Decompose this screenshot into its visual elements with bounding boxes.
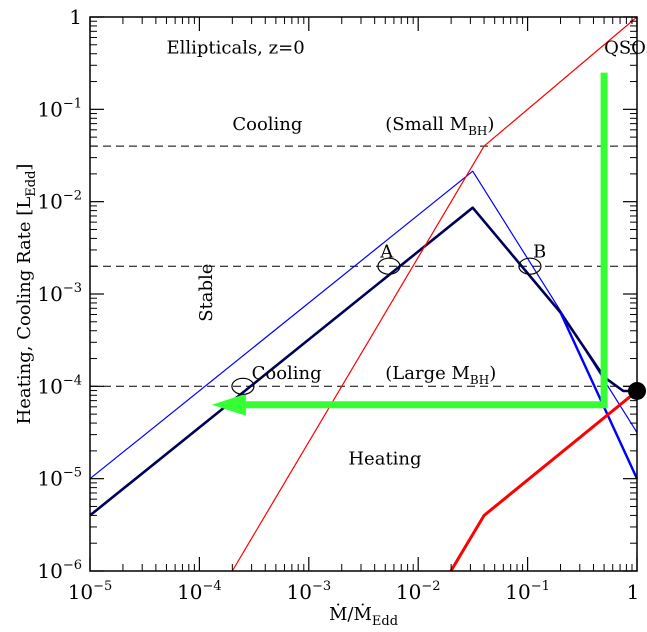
- x-tick-label-exponent: −4: [203, 579, 222, 594]
- y-tick-label-base: 10: [37, 467, 62, 491]
- x-axis-label: Ṁ/ṀEdd: [329, 602, 398, 629]
- y-tick-label: 10−2: [37, 189, 82, 214]
- y-tick-label-exponent: −2: [63, 189, 82, 204]
- x-tick-label: 1: [627, 580, 640, 604]
- y-tick-label-base: 1: [69, 5, 82, 29]
- x-tick-label-base: 10: [68, 580, 93, 604]
- y-tick-label: 10−1: [37, 96, 82, 121]
- annotation: Stable: [196, 264, 217, 322]
- x-tick-label-base: 1: [627, 580, 640, 604]
- x-tick-label-base: 10: [177, 580, 202, 604]
- annotation: QSOs: [604, 38, 647, 59]
- x-tick-label: 10−3: [286, 579, 331, 604]
- x-tick-label-base: 10: [505, 580, 530, 604]
- y-tick-label: 1: [69, 5, 82, 29]
- annotation-text: A: [379, 241, 394, 262]
- annotation-text: Ellipticals, z=0: [166, 38, 304, 59]
- tick-layer: 10−5 10−4 10−3 10−2 10−1 110−610−510−410−310−…: [37, 5, 639, 604]
- annotation-text: (Large M: [385, 363, 470, 384]
- y-tick-label-exponent: −4: [63, 373, 82, 388]
- y-tick-label: 10−4: [37, 373, 82, 398]
- x-tick-label: 10−5: [68, 579, 113, 604]
- y-tick-label-base: 10: [37, 374, 62, 398]
- y-axis-label: Heating, Cooling Rate [LEdd]: [14, 164, 39, 425]
- state-marker: [377, 257, 401, 275]
- annotation-close: ): [489, 363, 496, 384]
- x-axis-label-main: Ṁ/Ṁ: [329, 602, 372, 625]
- annotation: (Large MBH): [385, 363, 496, 387]
- x-axis-label-sub: Edd: [372, 614, 398, 629]
- annotation: (Small MBH): [385, 114, 494, 138]
- reference-lines: [90, 145, 637, 387]
- x-tick-label-exponent: −5: [93, 579, 112, 594]
- annotation-layer: Ellipticals, z=0QSOsCooling(Small MBH)AB…: [166, 38, 647, 470]
- annotation-text: QSOs: [604, 38, 647, 59]
- y-tick-label-exponent: −5: [63, 466, 82, 481]
- series-line: [89, 170, 638, 480]
- y-tick-label: 10−5: [37, 466, 82, 491]
- annotation: Ellipticals, z=0: [166, 38, 304, 59]
- y-tick-label-exponent: −1: [63, 96, 82, 111]
- x-tick-label: 10−2: [396, 579, 441, 604]
- y-tick-label: 10−3: [37, 281, 82, 306]
- x-tick-label: 10−4: [177, 579, 222, 604]
- state-marker: [518, 257, 542, 275]
- series-layer: [89, 16, 639, 572]
- x-tick-label-exponent: −1: [531, 579, 550, 594]
- annotation-text: Cooling: [252, 363, 322, 384]
- y-tick-label-exponent: −3: [63, 281, 82, 296]
- annotation-subscript: BH: [468, 124, 487, 138]
- annotation-text: (Small M: [385, 114, 468, 135]
- x-tick-label-base: 10: [396, 580, 421, 604]
- annotation: Cooling: [252, 363, 322, 384]
- y-tick-label-base: 10: [37, 282, 62, 306]
- x-tick-label-base: 10: [286, 580, 311, 604]
- annotation: B: [533, 241, 546, 262]
- arrow-head: [211, 393, 246, 416]
- annotation-text: Stable: [196, 264, 217, 322]
- x-tick-label-exponent: −3: [312, 579, 331, 594]
- y-tick-label-base: 10: [37, 559, 62, 583]
- annotation-text: Heating: [348, 448, 421, 469]
- y-tick-label-base: 10: [37, 97, 62, 121]
- annotation-close: ): [487, 114, 494, 135]
- series-line: [231, 16, 638, 572]
- series-line: [89, 206, 637, 517]
- x-tick-label: 10−1: [505, 579, 550, 604]
- annotation: Heating: [348, 448, 421, 469]
- y-axis-label-sub: Edd: [24, 171, 39, 197]
- series-line: [559, 311, 639, 480]
- y-axis-label-close: ]: [14, 164, 35, 171]
- annotation-text: Cooling: [232, 114, 302, 135]
- y-tick-label-base: 10: [37, 190, 62, 214]
- arrow-layer: [211, 72, 608, 416]
- annotation-text: B: [533, 241, 546, 262]
- x-tick-label-exponent: −2: [421, 579, 440, 594]
- y-axis-label-main: Heating, Cooling Rate [L: [14, 197, 35, 425]
- y-tick-label: 10−6: [37, 558, 82, 583]
- annotation-subscript: BH: [470, 373, 489, 387]
- annotation: Cooling: [232, 114, 302, 135]
- series-line: [449, 389, 638, 572]
- state-marker: [231, 377, 255, 395]
- arrow-path: [245, 72, 608, 409]
- y-tick-label-exponent: −6: [63, 558, 82, 573]
- annotation: A: [379, 241, 394, 262]
